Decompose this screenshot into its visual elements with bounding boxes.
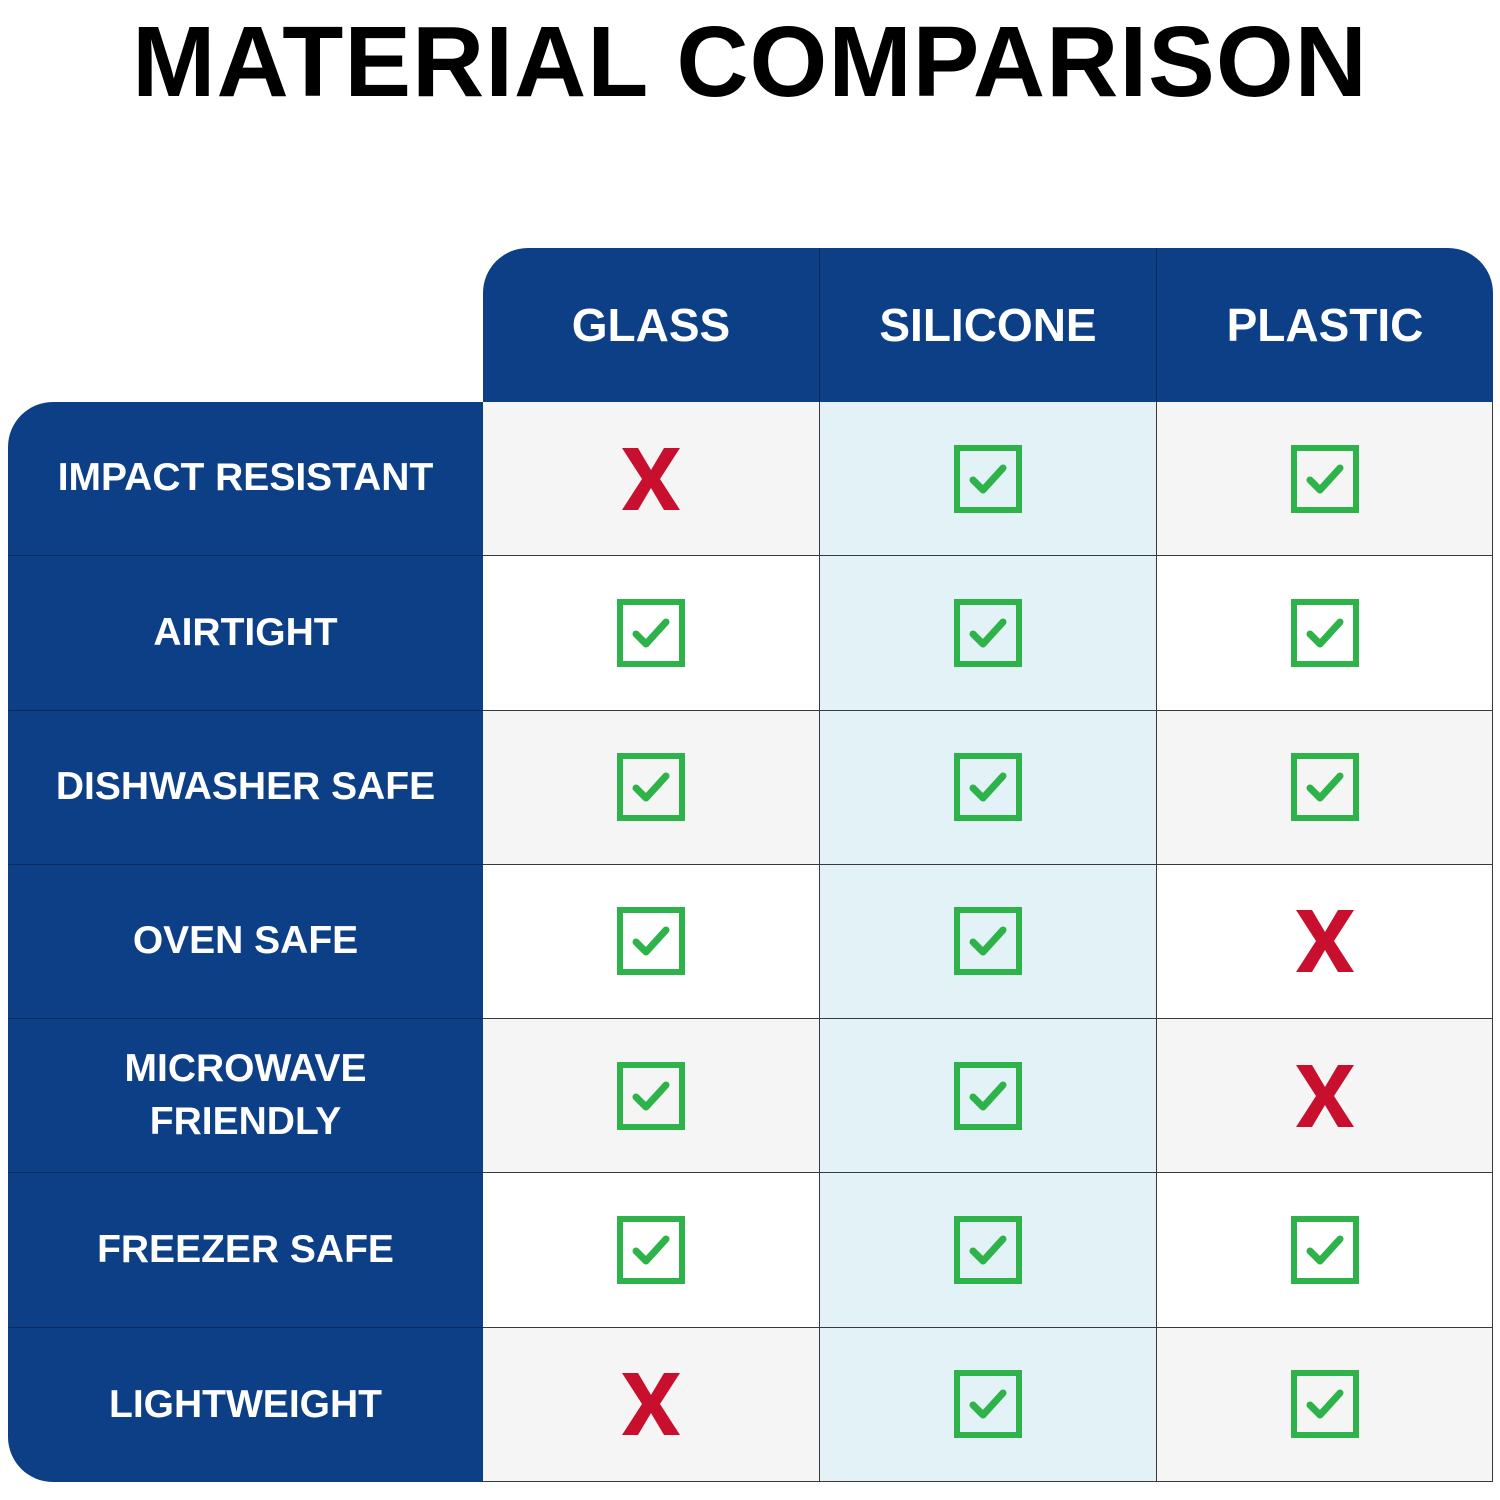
column-header: PLASTIC (1157, 248, 1493, 402)
row-label: OVEN SAFE (8, 864, 483, 1020)
table-cell (820, 556, 1157, 711)
table-cell (483, 1019, 820, 1174)
table-cell (820, 402, 1157, 557)
check-icon (1290, 444, 1359, 513)
check-icon (617, 1061, 685, 1130)
table-cell (483, 402, 820, 557)
cross-icon (622, 447, 680, 510)
table-cell (1157, 1173, 1493, 1328)
check-icon (1290, 598, 1359, 667)
cross-icon (622, 1373, 680, 1436)
row-label: AIRTIGHT (8, 556, 483, 711)
check-icon (1290, 1216, 1359, 1285)
table-cell (1157, 556, 1493, 711)
table-cell (483, 1327, 820, 1482)
table-cell (483, 1173, 820, 1328)
check-icon (1290, 753, 1359, 822)
check-icon (954, 598, 1022, 667)
table-cell (483, 864, 820, 1020)
row-label: FREEZER SAFE (8, 1173, 483, 1328)
check-icon (954, 1061, 1022, 1130)
table-cell (820, 1327, 1157, 1482)
check-icon (954, 907, 1022, 976)
check-icon (954, 1370, 1022, 1439)
table-cell (1157, 864, 1493, 1020)
check-icon (1290, 1370, 1359, 1439)
table-cell (820, 710, 1157, 865)
table-cell (820, 864, 1157, 1020)
check-icon (617, 1216, 685, 1285)
row-label: IMPACT RESISTANT (8, 402, 483, 557)
title: MATERIAL COMPARISON (132, 6, 1368, 118)
check-icon (954, 444, 1022, 513)
table-cell (1157, 1019, 1493, 1174)
table-cell (1157, 1327, 1493, 1482)
column-header: SILICONE (820, 248, 1157, 402)
table-cell (820, 1173, 1157, 1328)
check-icon (954, 1216, 1022, 1285)
table-cell (1157, 402, 1493, 557)
cross-icon (1295, 1064, 1354, 1127)
table-cell (820, 1019, 1157, 1174)
row-label: MICROWAVE FRIENDLY (8, 1019, 483, 1174)
table-cell (483, 556, 820, 711)
column-header: GLASS (483, 248, 820, 402)
check-icon (617, 907, 685, 976)
cross-icon (1295, 910, 1354, 973)
table-cell (483, 710, 820, 865)
row-label: LIGHTWEIGHT (8, 1327, 483, 1482)
check-icon (954, 753, 1022, 822)
check-icon (617, 598, 685, 667)
check-icon (617, 753, 685, 822)
row-label: DISHWASHER SAFE (8, 710, 483, 865)
table-cell (1157, 710, 1493, 865)
